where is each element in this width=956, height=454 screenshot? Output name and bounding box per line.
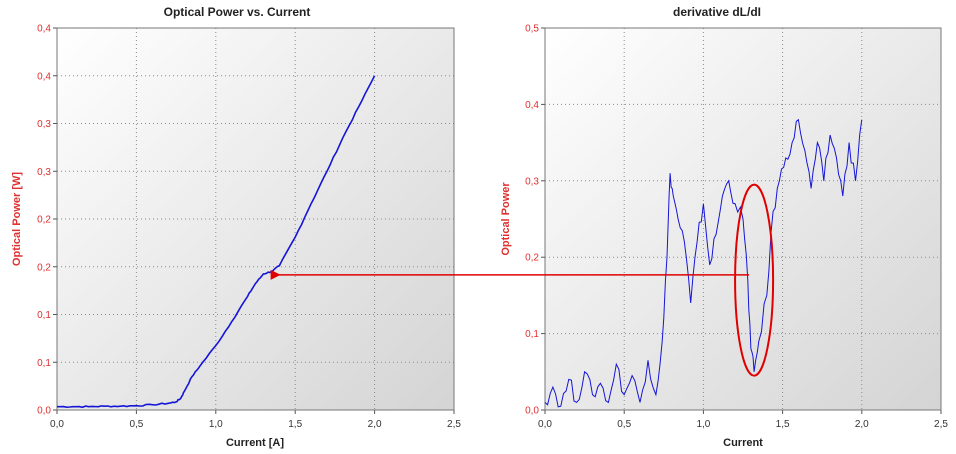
plot-area [57,28,454,410]
plot-frame [56,27,455,411]
y-tick-label: 0,0 [37,406,51,417]
tick-labels: 0,0 0,5 1,0 1,5 2,0 2,5 0,0 0,1 0,2 0,3 0,4 0,5 [525,24,948,431]
y-tick-label: 0,1 [37,358,51,369]
series-line [544,118,863,408]
x-tick-label: 1,0 [209,419,223,430]
x-tick-label: 2,0 [855,419,869,430]
y-tick-label: 0,3 [525,176,539,187]
chart-title: derivative dL/dI [673,5,761,19]
x-tick-label: 0,5 [129,419,143,430]
x-tick-label: 0,0 [538,419,552,430]
x-tick-label: 0,5 [617,419,631,430]
derivative-chart: derivative dL/dI 0,0 0,5 1,0 1,5 2,0 2,50,00,… [500,5,948,449]
y-axis-label: Optical Power [500,182,512,256]
highlight-ellipse [734,183,775,377]
x-axis-label: Current [723,437,763,449]
x-tick-label: 2,5 [447,419,461,430]
series [544,118,863,408]
y-tick-label: 0,4 [525,100,539,111]
series-line [57,75,376,409]
y-tick-label: 0,0 [525,406,539,417]
x-axis-label: Current [A] [226,437,284,449]
y-tick-label: 0,5 [525,24,539,35]
series [57,75,376,409]
y-tick-label: 0,4 [37,71,51,82]
x-tick-label: 1,0 [696,419,710,430]
plot-frame [544,27,942,411]
x-tick-label: 1,5 [776,419,790,430]
x-tick-label: 1,5 [288,419,302,430]
optical-power-chart: Optical Power vs. Current 0,0 0,5 1,0 1,5 2,… [11,5,461,449]
y-tick-label: 0,3 [37,167,51,178]
y-tick-label: 0,1 [525,329,539,340]
tick-labels: 0,0 0,5 1,0 1,5 2,0 2,5 0,0 0,1 0,1 0,2 0,2 0,3 0,3 0… [37,24,461,431]
grid [541,27,942,414]
x-tick-label: 2,0 [368,419,382,430]
x-tick-label: 2,5 [934,419,948,430]
y-tick-label: 0,3 [37,119,51,130]
grid [53,27,455,414]
y-tick-label: 0,1 [37,310,51,321]
annotations [270,183,775,377]
x-tick-label: 0,0 [50,419,64,430]
y-tick-label: 0,4 [37,24,51,35]
chart-title: Optical Power vs. Current [164,5,311,19]
y-axis-label: Optical Power [W] [11,172,23,266]
y-tick-label: 0,2 [37,262,51,273]
y-tick-label: 0,2 [525,253,539,264]
y-tick-label: 0,2 [37,215,51,226]
